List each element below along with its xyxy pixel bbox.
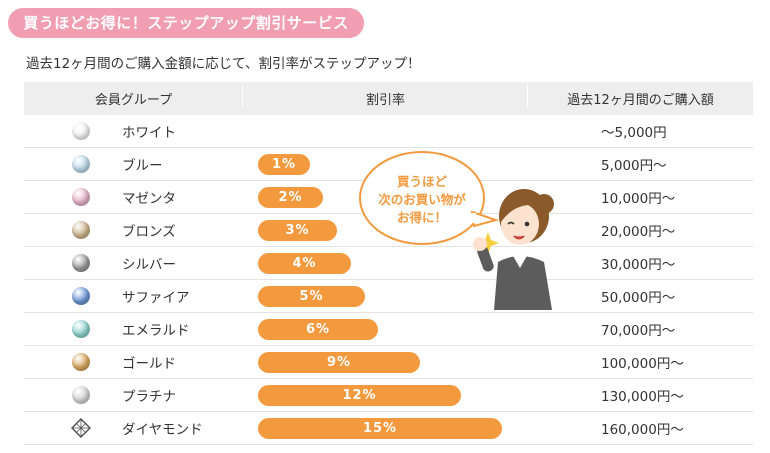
rate-cell: 4% bbox=[243, 247, 528, 280]
amount-cell: 160,000円～ bbox=[601, 422, 684, 438]
sparkle-icon bbox=[477, 232, 499, 254]
bronze-pearl-icon bbox=[72, 221, 90, 239]
discount-rate-bar: 4% bbox=[258, 252, 351, 274]
amount-cell: 5,000円～ bbox=[601, 158, 667, 174]
discount-rate-bar: 9% bbox=[258, 351, 420, 373]
discount-rate-bar: 12% bbox=[258, 384, 461, 406]
group-cell: エメラルド bbox=[24, 319, 243, 339]
amount-cell: 10,000円～ bbox=[601, 191, 676, 207]
group-cell: プラチナ bbox=[24, 385, 243, 405]
table-row: シルバー 4% 30,000円～ bbox=[24, 247, 753, 280]
column-header-amount: 過去12ヶ月間のご購入額 bbox=[567, 93, 714, 108]
white-pearl-icon bbox=[72, 122, 90, 140]
rate-cell: 2% bbox=[243, 181, 528, 214]
magenta-pearl-icon bbox=[72, 188, 90, 206]
group-label: プラチナ bbox=[122, 389, 176, 405]
discount-rate-bar: 1% bbox=[258, 153, 310, 175]
gold-pearl-icon bbox=[72, 353, 90, 371]
group-label: ゴールド bbox=[122, 356, 176, 372]
group-label: エメラルド bbox=[122, 323, 190, 339]
mascot-illustration: 買うほど 次のお買い物が お得に！ bbox=[359, 151, 554, 310]
group-label: サファイア bbox=[122, 290, 190, 306]
group-label: ホワイト bbox=[122, 125, 176, 141]
speech-line-3: お得に！ bbox=[397, 210, 447, 225]
group-cell: ゴールド bbox=[24, 352, 243, 372]
emerald-pearl-icon bbox=[72, 320, 90, 338]
amount-cell: 50,000円～ bbox=[601, 290, 676, 306]
group-cell: ブロンズ bbox=[24, 220, 243, 240]
page-subtitle: 過去12ヶ月間のご購入金額に応じて、割引率がステップアップ！ bbox=[26, 56, 421, 72]
discount-rate-bar: 6% bbox=[258, 318, 378, 340]
table-row: ホワイト ～5,000円 bbox=[24, 115, 753, 148]
group-cell: マゼンタ bbox=[24, 187, 243, 207]
amount-cell: ～5,000円 bbox=[601, 125, 667, 141]
table-row: エメラルド 6% 70,000円～ bbox=[24, 313, 753, 346]
group-cell: ダイヤモンド bbox=[24, 418, 243, 438]
rate-cell: 9% bbox=[243, 346, 528, 379]
amount-cell: 100,000円～ bbox=[601, 356, 684, 372]
speech-line-1: 買うほど bbox=[397, 174, 448, 189]
group-cell: ホワイト bbox=[24, 121, 243, 141]
rate-cell: 1% bbox=[243, 148, 528, 181]
group-label: マゼンタ bbox=[122, 191, 176, 207]
table-row: ダイヤモンド 15% 160,000円～ bbox=[24, 412, 753, 445]
discount-rate-bar: 15% bbox=[258, 417, 502, 439]
rate-cell bbox=[243, 115, 528, 148]
group-label: ブロンズ bbox=[122, 224, 176, 240]
table-header: 会員グループ 割引率 過去12ヶ月間のご購入額 bbox=[24, 82, 753, 115]
silver-pearl-icon bbox=[72, 254, 90, 272]
rate-cell: 5% bbox=[243, 280, 528, 313]
discount-rate-bar: 2% bbox=[258, 186, 323, 208]
sapphire-pearl-icon bbox=[72, 287, 90, 305]
group-cell: シルバー bbox=[24, 253, 243, 273]
table-row: ゴールド 9% 100,000円～ bbox=[24, 346, 753, 379]
rate-cell: 6% bbox=[243, 313, 528, 346]
column-header-group: 会員グループ bbox=[24, 85, 243, 108]
rate-cell: 15% bbox=[243, 412, 528, 445]
group-label: ダイヤモンド bbox=[122, 422, 203, 438]
diamond-icon bbox=[71, 418, 91, 438]
amount-cell: 130,000円～ bbox=[601, 389, 684, 405]
group-label: ブルー bbox=[122, 158, 163, 174]
amount-cell: 20,000円～ bbox=[601, 224, 676, 240]
group-label: シルバー bbox=[122, 257, 176, 273]
speech-line-2: 次のお買い物が bbox=[378, 192, 466, 207]
discount-rate-bar: 3% bbox=[258, 219, 337, 241]
table-row: サファイア 5% 50,000円～ bbox=[24, 280, 753, 313]
column-header-rate: 割引率 bbox=[243, 85, 528, 108]
discount-rate-bar: 5% bbox=[258, 285, 365, 307]
amount-cell: 70,000円～ bbox=[601, 323, 676, 339]
table-row: ブロンズ 3% 20,000円～ bbox=[24, 214, 753, 247]
page-title: 買うほどお得に！ステップアップ割引サービス bbox=[8, 8, 364, 38]
rate-cell: 3% bbox=[243, 214, 528, 247]
table-row: プラチナ 12% 130,000円～ bbox=[24, 379, 753, 412]
amount-cell: 30,000円～ bbox=[601, 257, 676, 273]
blue-pearl-icon bbox=[72, 155, 90, 173]
group-cell: ブルー bbox=[24, 154, 243, 174]
platinum-pearl-icon bbox=[72, 386, 90, 404]
group-cell: サファイア bbox=[24, 286, 243, 306]
rate-cell: 12% bbox=[243, 379, 528, 412]
